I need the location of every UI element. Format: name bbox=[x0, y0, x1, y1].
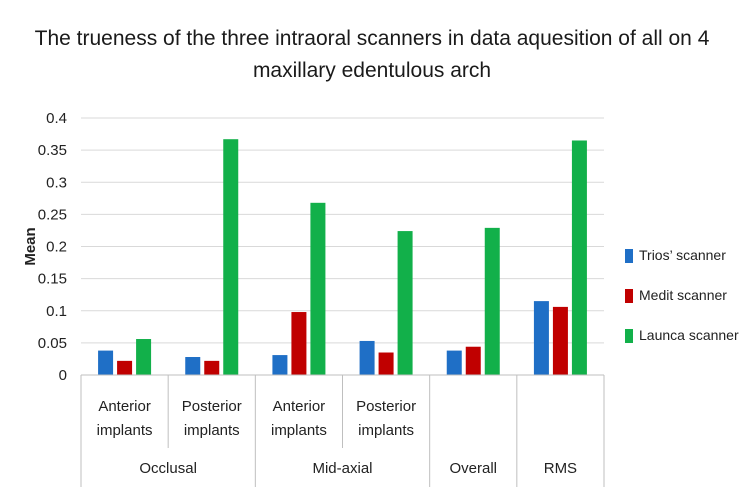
bar bbox=[98, 350, 114, 375]
y-axis-title: Mean bbox=[22, 227, 39, 265]
category-label: Anterior bbox=[273, 398, 326, 415]
bar bbox=[397, 231, 413, 375]
y-tick-label: 0.2 bbox=[46, 239, 67, 256]
legend-swatch bbox=[625, 329, 633, 343]
legend-entry: Launca scanner bbox=[639, 327, 739, 343]
bar bbox=[484, 227, 500, 375]
category-label: implants bbox=[184, 422, 240, 439]
y-tick-label: 0.1 bbox=[46, 303, 67, 320]
legend-entry: Medit scanner bbox=[639, 287, 727, 303]
bar bbox=[552, 306, 568, 375]
bar bbox=[136, 339, 152, 375]
group-label: RMS bbox=[544, 460, 577, 477]
bar bbox=[310, 202, 326, 375]
chart-title-line-2: maxillary edentulous arch bbox=[253, 59, 491, 82]
group-label: Mid-axial bbox=[312, 460, 372, 477]
category-label: implants bbox=[271, 422, 327, 439]
legend-swatch bbox=[625, 249, 633, 263]
category-label: Posterior bbox=[356, 398, 416, 415]
bar bbox=[272, 355, 288, 375]
category-label: implants bbox=[97, 422, 153, 439]
bar bbox=[117, 360, 133, 375]
bar bbox=[533, 301, 549, 375]
bar bbox=[465, 346, 481, 375]
y-tick-label: 0.05 bbox=[38, 335, 67, 352]
legend-swatch bbox=[625, 289, 633, 303]
bar bbox=[185, 357, 201, 375]
bar bbox=[446, 350, 462, 375]
y-tick-label: 0 bbox=[59, 367, 67, 384]
bar bbox=[223, 139, 239, 375]
y-tick-label: 0.3 bbox=[46, 174, 67, 191]
category-label: Posterior bbox=[182, 398, 242, 415]
legend-entry: Trios’ scanner bbox=[639, 247, 726, 263]
bar bbox=[359, 340, 375, 375]
group-label: Occlusal bbox=[139, 460, 197, 477]
category-label: implants bbox=[358, 422, 414, 439]
y-tick-label: 0.25 bbox=[38, 206, 67, 223]
bar bbox=[378, 352, 394, 375]
y-tick-label: 0.35 bbox=[38, 142, 67, 159]
chart-title-line-1: The trueness of the three intraoral scan… bbox=[35, 27, 710, 50]
group-label: Overall bbox=[449, 460, 497, 477]
bar bbox=[204, 360, 220, 375]
y-tick-label: 0.15 bbox=[38, 271, 67, 288]
y-tick-label: 0.4 bbox=[46, 110, 67, 127]
bar bbox=[571, 140, 587, 375]
bar bbox=[291, 312, 307, 375]
category-label: Anterior bbox=[98, 398, 151, 415]
